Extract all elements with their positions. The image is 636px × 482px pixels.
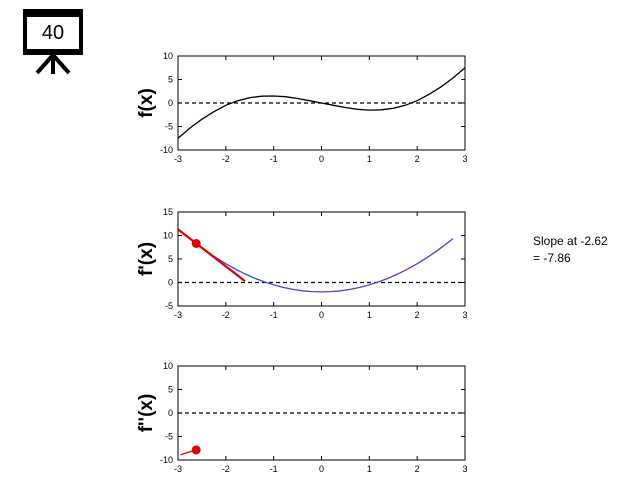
x-tick-label: 3 (462, 464, 467, 474)
x-tick-label: -2 (222, 154, 230, 164)
x-tick-label: -3 (174, 464, 182, 474)
x-tick-label: 3 (462, 154, 467, 164)
series-line-1 (195, 238, 454, 293)
series-line-1 (177, 67, 466, 139)
y-tick-label: 0 (168, 98, 173, 108)
highlight-point (191, 445, 201, 455)
x-tick-label: 2 (415, 154, 420, 164)
x-tick-label: 2 (415, 310, 420, 320)
y-tick-label: -5 (165, 432, 173, 442)
slope-annotation-line1: Slope at -2.62 (533, 234, 608, 248)
y-tick-label: 0 (168, 278, 173, 288)
x-tick-label: 2 (415, 464, 420, 474)
y-tick-label: 5 (168, 385, 173, 395)
slope-annotation-line2: = -7.86 (533, 251, 571, 265)
x-tick-label: -2 (222, 464, 230, 474)
y-tick-label: 10 (163, 51, 173, 61)
x-tick-label: -3 (174, 310, 182, 320)
y-tick-label: 5 (168, 75, 173, 85)
highlight-point (191, 238, 201, 248)
x-tick-label: 0 (319, 464, 324, 474)
y-tick-label: -10 (160, 455, 173, 465)
y-axis-label: f(x) (136, 88, 157, 118)
x-tick-label: 1 (367, 310, 372, 320)
x-tick-label: -1 (270, 310, 278, 320)
y-tick-label: -5 (165, 301, 173, 311)
y-axis-label: f''(x) (136, 394, 157, 433)
x-tick-label: -3 (174, 154, 182, 164)
y-tick-label: -5 (165, 122, 173, 132)
x-tick-label: 1 (367, 154, 372, 164)
y-tick-label: -10 (160, 145, 173, 155)
y-tick-label: 10 (163, 361, 173, 371)
tangent-line (177, 228, 246, 282)
x-tick-label: -1 (270, 154, 278, 164)
board-drawing (23, 9, 83, 75)
chart-2: -3 -2 -1 0 1 2 3 -5 0 5 10 15 f'(x) (136, 207, 468, 320)
y-tick-label: 0 (168, 408, 173, 418)
y-tick-label: 15 (163, 207, 173, 217)
y-axis-label: f'(x) (136, 242, 157, 276)
x-tick-label: 0 (319, 154, 324, 164)
slope-annotation: Slope at -2.62 = -7.86 (533, 233, 608, 267)
presentation-board-icon: 40 (22, 8, 92, 76)
x-tick-label: 3 (462, 310, 467, 320)
x-tick-label: -2 (222, 310, 230, 320)
x-tick-label: 1 (367, 464, 372, 474)
y-tick-label: 10 (163, 231, 173, 241)
x-tick-label: -1 (270, 464, 278, 474)
y-tick-label: 5 (168, 254, 173, 264)
x-tick-label: 0 (319, 310, 324, 320)
slide-number: 40 (41, 22, 65, 44)
